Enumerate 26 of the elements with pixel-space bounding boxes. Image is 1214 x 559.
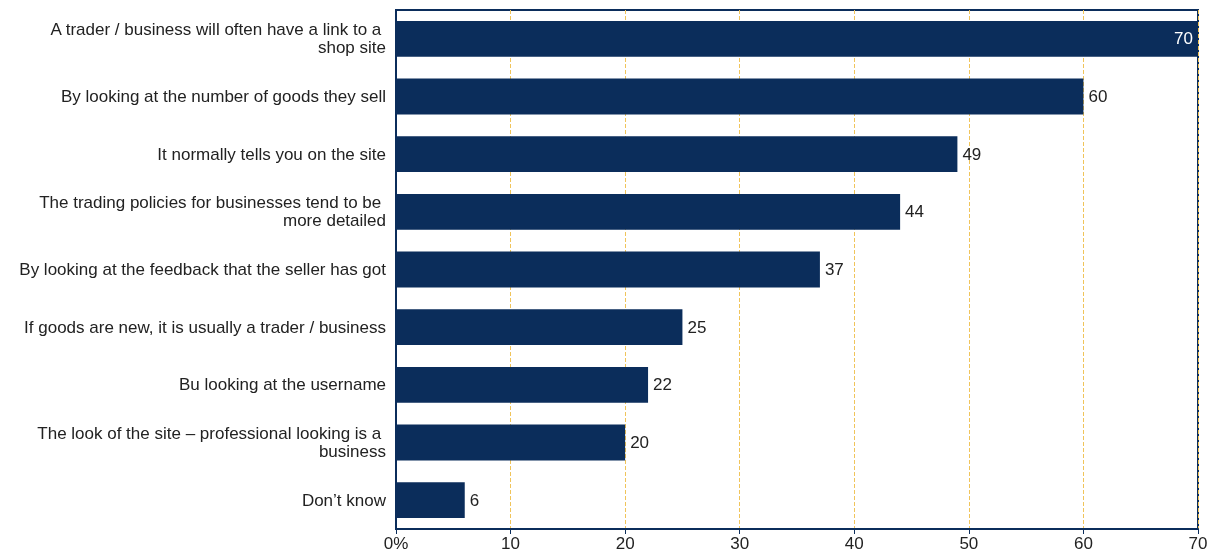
data-label: 60 (1088, 87, 1108, 106)
data-label: 22 (653, 375, 672, 395)
y-tick-label: The look of the site – professional looking is a business (37, 424, 386, 461)
data-label: 25 (687, 317, 707, 337)
data-label: 49 (962, 144, 982, 164)
y-tick-label: It normally tells you on the site (157, 144, 386, 164)
x-tick-label: 30 (730, 534, 750, 553)
y-tick-label: By looking at the feedback that the seller has got (19, 260, 387, 279)
y-tick-label: The trading policies for businesses tend to be more detailed (39, 193, 386, 231)
y-tick-label: Bu looking at the username (179, 375, 386, 395)
x-tick-label: 0% (383, 534, 409, 553)
x-tick-label: 70 (1188, 534, 1208, 553)
data-label: 6 (469, 490, 480, 510)
data-label: 20 (630, 433, 650, 452)
x-tick-label: 60 (1073, 534, 1093, 553)
x-tick-label: 50 (959, 534, 979, 553)
y-tick-label: If goods are new, it is usually a trader / business (24, 317, 386, 337)
data-label: 44 (905, 202, 925, 222)
y-tick-label: A trader / business will often have a link to a shop site (50, 20, 386, 58)
x-tick-label: 10 (501, 534, 521, 553)
y-tick-label: By looking at the number of goods they sell (60, 87, 386, 106)
data-label: 37 (824, 260, 844, 279)
data-label: 70 (1174, 29, 1193, 49)
x-tick-label: 40 (844, 534, 864, 553)
y-tick-label: Don’t know (301, 490, 387, 510)
x-tick-label: 20 (615, 534, 635, 553)
